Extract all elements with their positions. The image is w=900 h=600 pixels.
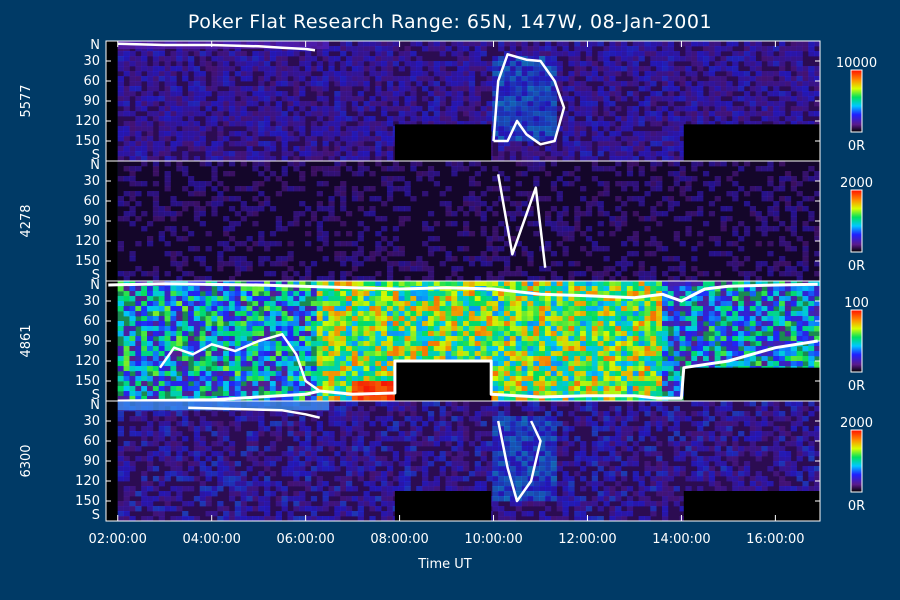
y-tick-label: S <box>92 508 100 523</box>
y-tick-label: 150 <box>75 254 100 269</box>
y-tick-label: 30 <box>83 294 100 309</box>
y-tick-label: N <box>90 278 100 293</box>
panel-wavelength-label: 5577 <box>19 84 34 117</box>
missing-data-block <box>683 491 820 521</box>
y-tick-label: 90 <box>83 454 100 469</box>
y-tick-label: 90 <box>83 214 100 229</box>
x-tick-label: 14:00:00 <box>652 532 710 547</box>
y-tick-label: 120 <box>75 474 100 489</box>
y-tick-label: 30 <box>83 414 100 429</box>
panels-group: N306090120150S5577100000RN306090120150S4… <box>19 38 877 547</box>
y-tick-label: S <box>92 388 100 403</box>
colorbar-min-label: 0R <box>848 379 865 394</box>
x-tick-label: 08:00:00 <box>370 532 428 547</box>
y-tick-label: 150 <box>75 374 100 389</box>
bright-band <box>117 401 330 411</box>
y-tick-label: 120 <box>75 114 100 129</box>
missing-data-block <box>683 124 820 161</box>
panel-wavelength-label: 4278 <box>19 204 34 237</box>
y-tick-label: 30 <box>83 174 100 189</box>
colorbar-max-label: 2000 <box>840 416 873 431</box>
y-tick-label: S <box>92 268 100 283</box>
colorbar <box>850 189 863 253</box>
y-tick-label: 60 <box>83 74 100 89</box>
x-tick-label: 12:00:00 <box>558 532 616 547</box>
white-trace <box>496 174 547 268</box>
colorbar-min-label: 0R <box>848 499 865 514</box>
no-data-region <box>106 161 118 281</box>
colorbar <box>850 429 863 493</box>
y-tick-label: N <box>90 158 100 173</box>
y-tick-label: 60 <box>83 194 100 209</box>
colorbar-max-label: 100 <box>844 296 869 311</box>
y-tick-label: 90 <box>83 94 100 109</box>
white-trace <box>188 406 320 419</box>
missing-data-block <box>394 124 492 161</box>
x-tick-label: 10:00:00 <box>464 532 522 547</box>
upper-boundary-trace <box>108 282 818 303</box>
no-data-region <box>106 41 118 161</box>
y-tick-label: S <box>92 148 100 163</box>
panel-wavelength-label: 6300 <box>19 444 34 477</box>
x-tick-label: 06:00:00 <box>276 532 334 547</box>
chart-title: Poker Flat Research Range: 65N, 147W, 08… <box>188 11 712 33</box>
panel-wavelength-label: 4861 <box>19 324 34 357</box>
y-tick-label: 120 <box>75 354 100 369</box>
y-tick-label: 150 <box>75 134 100 149</box>
lower-boundary-trace <box>117 339 818 403</box>
y-tick-label: 30 <box>83 54 100 69</box>
white-trace-secondary <box>496 420 542 503</box>
no-data-region <box>106 401 118 521</box>
y-tick-label: 120 <box>75 234 100 249</box>
colorbar <box>850 69 863 133</box>
x-tick-label: 04:00:00 <box>182 532 240 547</box>
white-trace <box>158 333 321 393</box>
y-tick-label: N <box>90 38 100 53</box>
colorbar-max-label: 10000 <box>836 56 877 71</box>
y-tick-label: 60 <box>83 314 100 329</box>
missing-data-block <box>683 367 820 401</box>
missing-data-block <box>394 361 492 401</box>
colorbar-min-label: 0R <box>848 139 865 154</box>
colorbar <box>850 309 863 373</box>
white-trace-secondary <box>492 53 566 146</box>
y-tick-label: 60 <box>83 434 100 449</box>
no-data-region <box>106 281 118 401</box>
heat-cells <box>117 161 821 282</box>
colorbar-max-label: 2000 <box>840 176 873 191</box>
y-tick-label: 150 <box>75 494 100 509</box>
x-axis-label: Time UT <box>417 557 471 572</box>
y-tick-label: N <box>90 398 100 413</box>
x-tick-label: 16:00:00 <box>746 532 804 547</box>
white-trace <box>117 42 316 52</box>
y-tick-label: 90 <box>83 334 100 349</box>
x-tick-label: 02:00:00 <box>89 532 147 547</box>
missing-data-block <box>394 491 492 521</box>
colorbar-min-label: 0R <box>848 259 865 274</box>
